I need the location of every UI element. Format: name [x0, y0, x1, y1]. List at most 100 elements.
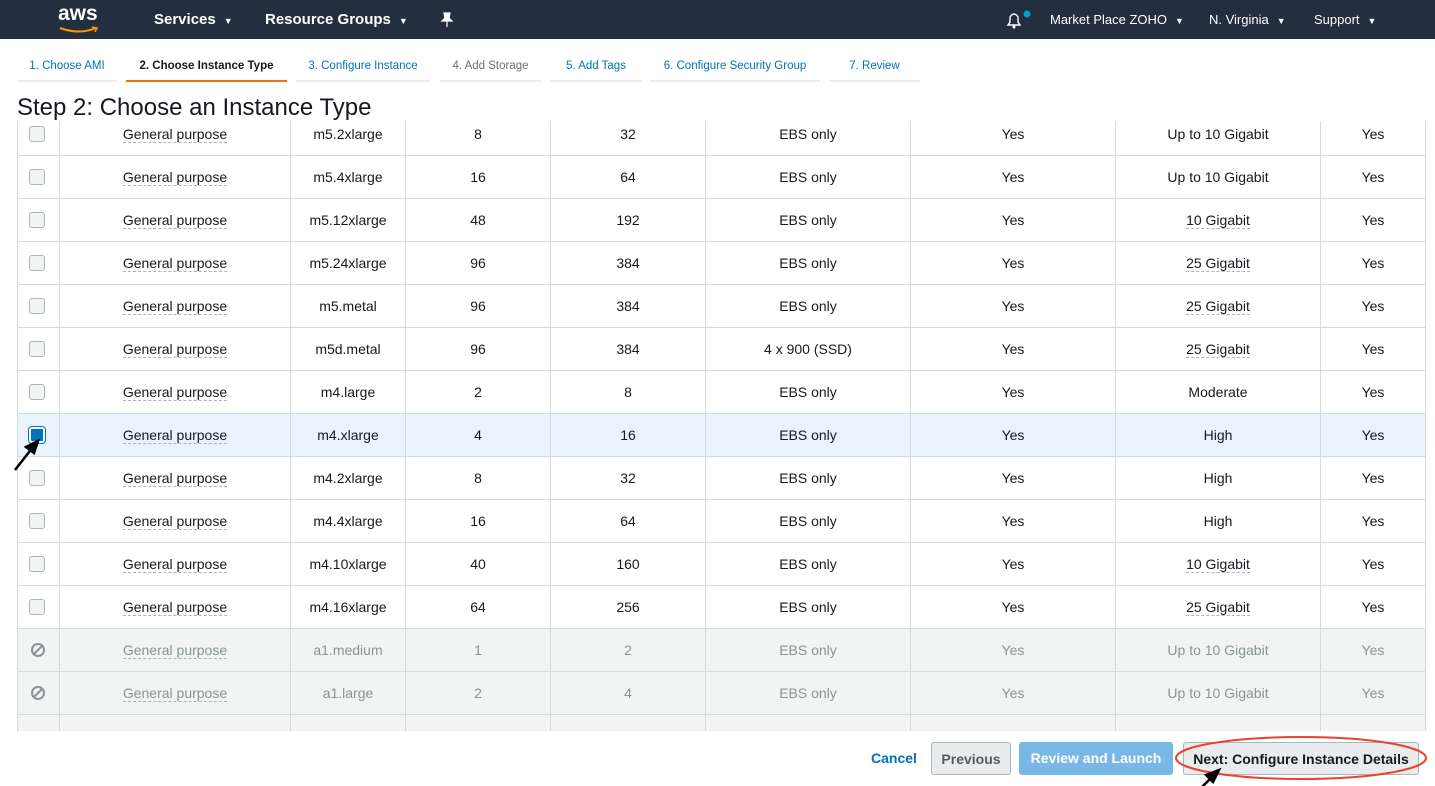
- table-cell: 160: [550, 543, 705, 585]
- wizard-tab[interactable]: 1. Choose AMI: [17, 54, 117, 82]
- cell-text: Yes: [1001, 685, 1025, 701]
- table-row: General purpose m5d.metal 96 384 4 x 900 (SS…: [18, 328, 1425, 371]
- cell-text: Yes: [1001, 169, 1025, 185]
- cell-text: Yes: [1001, 470, 1025, 486]
- table-row: General purpose m4.xlarge 4 16 EBS only Yes Hi…: [18, 414, 1425, 457]
- row-checkbox[interactable]: [29, 513, 45, 529]
- table-cell: Yes: [910, 586, 1115, 628]
- wizard-tab[interactable]: 7. Review: [829, 54, 920, 82]
- row-checkbox[interactable]: [29, 169, 45, 185]
- row-checkbox[interactable]: [29, 298, 45, 314]
- wizard-tab[interactable]: 4. Add Storage: [440, 54, 541, 82]
- table-cell: Yes: [1320, 199, 1425, 241]
- table-cell: 10 Gigabit: [1115, 543, 1320, 585]
- region-menu[interactable]: N. Virginia ▼: [1209, 12, 1286, 27]
- table-cell: General purpose: [59, 457, 290, 499]
- table-cell: Yes: [910, 457, 1115, 499]
- support-menu[interactable]: Support ▼: [1314, 12, 1377, 27]
- table-cell: m4.4xlarge: [290, 500, 405, 542]
- table-cell: Yes: [1320, 121, 1425, 155]
- table-cell: [550, 715, 705, 731]
- notifications-icon[interactable]: [1005, 9, 1035, 31]
- cell-text: General purpose: [122, 341, 228, 358]
- account-menu[interactable]: Market Place ZOHO ▼: [1050, 12, 1184, 27]
- table-cell: Yes: [910, 672, 1115, 714]
- cell-text: 16: [470, 169, 486, 185]
- cell-text: 32: [620, 470, 636, 486]
- cell-text: Up to 10 Gigabit: [1167, 169, 1269, 185]
- wizard-tab[interactable]: 6. Configure Security Group: [650, 54, 820, 82]
- previous-button[interactable]: Previous: [931, 742, 1011, 775]
- table-cell: m4.2xlarge: [290, 457, 405, 499]
- cell-text: Yes: [1001, 341, 1025, 357]
- table-cell: m5.12xlarge: [290, 199, 405, 241]
- table-row: General purpose m4.16xlarge 64 256 EBS only Y…: [18, 586, 1425, 629]
- row-checkbox[interactable]: [29, 255, 45, 271]
- cell-text: Moderate: [1188, 384, 1248, 400]
- table-cell: Moderate: [1115, 371, 1320, 413]
- cell-text: m4.10xlarge: [309, 556, 387, 572]
- cell-text: a1.large: [322, 685, 374, 701]
- row-checkbox[interactable]: [29, 384, 45, 400]
- wizard-tab[interactable]: 5. Add Tags: [550, 54, 642, 82]
- cell-text: High: [1203, 513, 1233, 529]
- table-cell: Up to 10 Gigabit: [1115, 121, 1320, 155]
- cell-text: 8: [624, 384, 632, 400]
- cell-text: m5.4xlarge: [313, 169, 383, 185]
- row-checkbox[interactable]: [29, 341, 45, 357]
- table-cell: High: [1115, 500, 1320, 542]
- logo[interactable]: aws: [58, 2, 98, 25]
- cell-text: Yes: [1361, 126, 1385, 142]
- row-checkbox[interactable]: [29, 427, 45, 443]
- cell-text: 4: [624, 685, 632, 701]
- next-button[interactable]: Next: Configure Instance Details: [1183, 742, 1419, 775]
- cell-text: Yes: [1001, 212, 1025, 228]
- table-cell: 384: [550, 328, 705, 370]
- cell-text: EBS only: [779, 212, 837, 228]
- account-label: Market Place ZOHO: [1050, 12, 1168, 27]
- review-launch-button[interactable]: Review and Launch: [1019, 742, 1173, 775]
- wizard-tab[interactable]: 2. Choose Instance Type: [126, 54, 287, 82]
- cell-text: 48: [470, 212, 486, 228]
- cancel-button[interactable]: Cancel: [871, 750, 917, 766]
- table-cell: General purpose: [59, 285, 290, 327]
- table-cell: Yes: [910, 285, 1115, 327]
- table-cell: EBS only: [705, 199, 910, 241]
- row-checkbox[interactable]: [29, 126, 45, 142]
- table-cell: EBS only: [705, 371, 910, 413]
- row-checkbox[interactable]: [29, 556, 45, 572]
- table-cell: 25 Gigabit: [1115, 328, 1320, 370]
- table-cell: EBS only: [705, 586, 910, 628]
- cell-text: m4.large: [320, 384, 376, 400]
- cell-text: EBS only: [779, 685, 837, 701]
- pin-icon[interactable]: [440, 12, 454, 28]
- table-row: General purpose m5.24xlarge 96 384 EBS only Y…: [18, 242, 1425, 285]
- cell-text: Yes: [1361, 427, 1385, 443]
- cell-text: Up to 10 Gigabit: [1167, 126, 1269, 142]
- wizard-tab[interactable]: 3. Configure Instance: [296, 54, 430, 82]
- cell-text: General purpose: [122, 599, 228, 616]
- table-row: General purpose m4.2xlarge 8 32 EBS only Yes H…: [18, 457, 1425, 500]
- table-cell: 32: [550, 121, 705, 155]
- cell-text: Yes: [1361, 298, 1385, 314]
- cell-text: EBS only: [779, 513, 837, 529]
- table-cell: Yes: [1320, 242, 1425, 284]
- table-cell: Yes: [910, 242, 1115, 284]
- table-cell: General purpose: [59, 586, 290, 628]
- cell-text: General purpose: [122, 298, 228, 315]
- cell-text: 160: [616, 556, 640, 572]
- cell-text: 1: [474, 642, 482, 658]
- cell-text: Yes: [1361, 384, 1385, 400]
- table-row: General purpose a1.medium 1 2 EBS only Yes Up …: [18, 629, 1425, 672]
- row-checkbox[interactable]: [29, 470, 45, 486]
- cell-text: Yes: [1361, 169, 1385, 185]
- table-cell: 64: [550, 156, 705, 198]
- resource-groups-menu[interactable]: Resource Groups ▼: [265, 11, 408, 28]
- table-cell: [1115, 715, 1320, 731]
- row-checkbox[interactable]: [29, 212, 45, 228]
- row-checkbox[interactable]: [29, 599, 45, 615]
- cell-text: m4.4xlarge: [313, 513, 383, 529]
- services-menu[interactable]: Services ▼: [154, 11, 233, 28]
- table-cell: 4 x 900 (SSD): [705, 328, 910, 370]
